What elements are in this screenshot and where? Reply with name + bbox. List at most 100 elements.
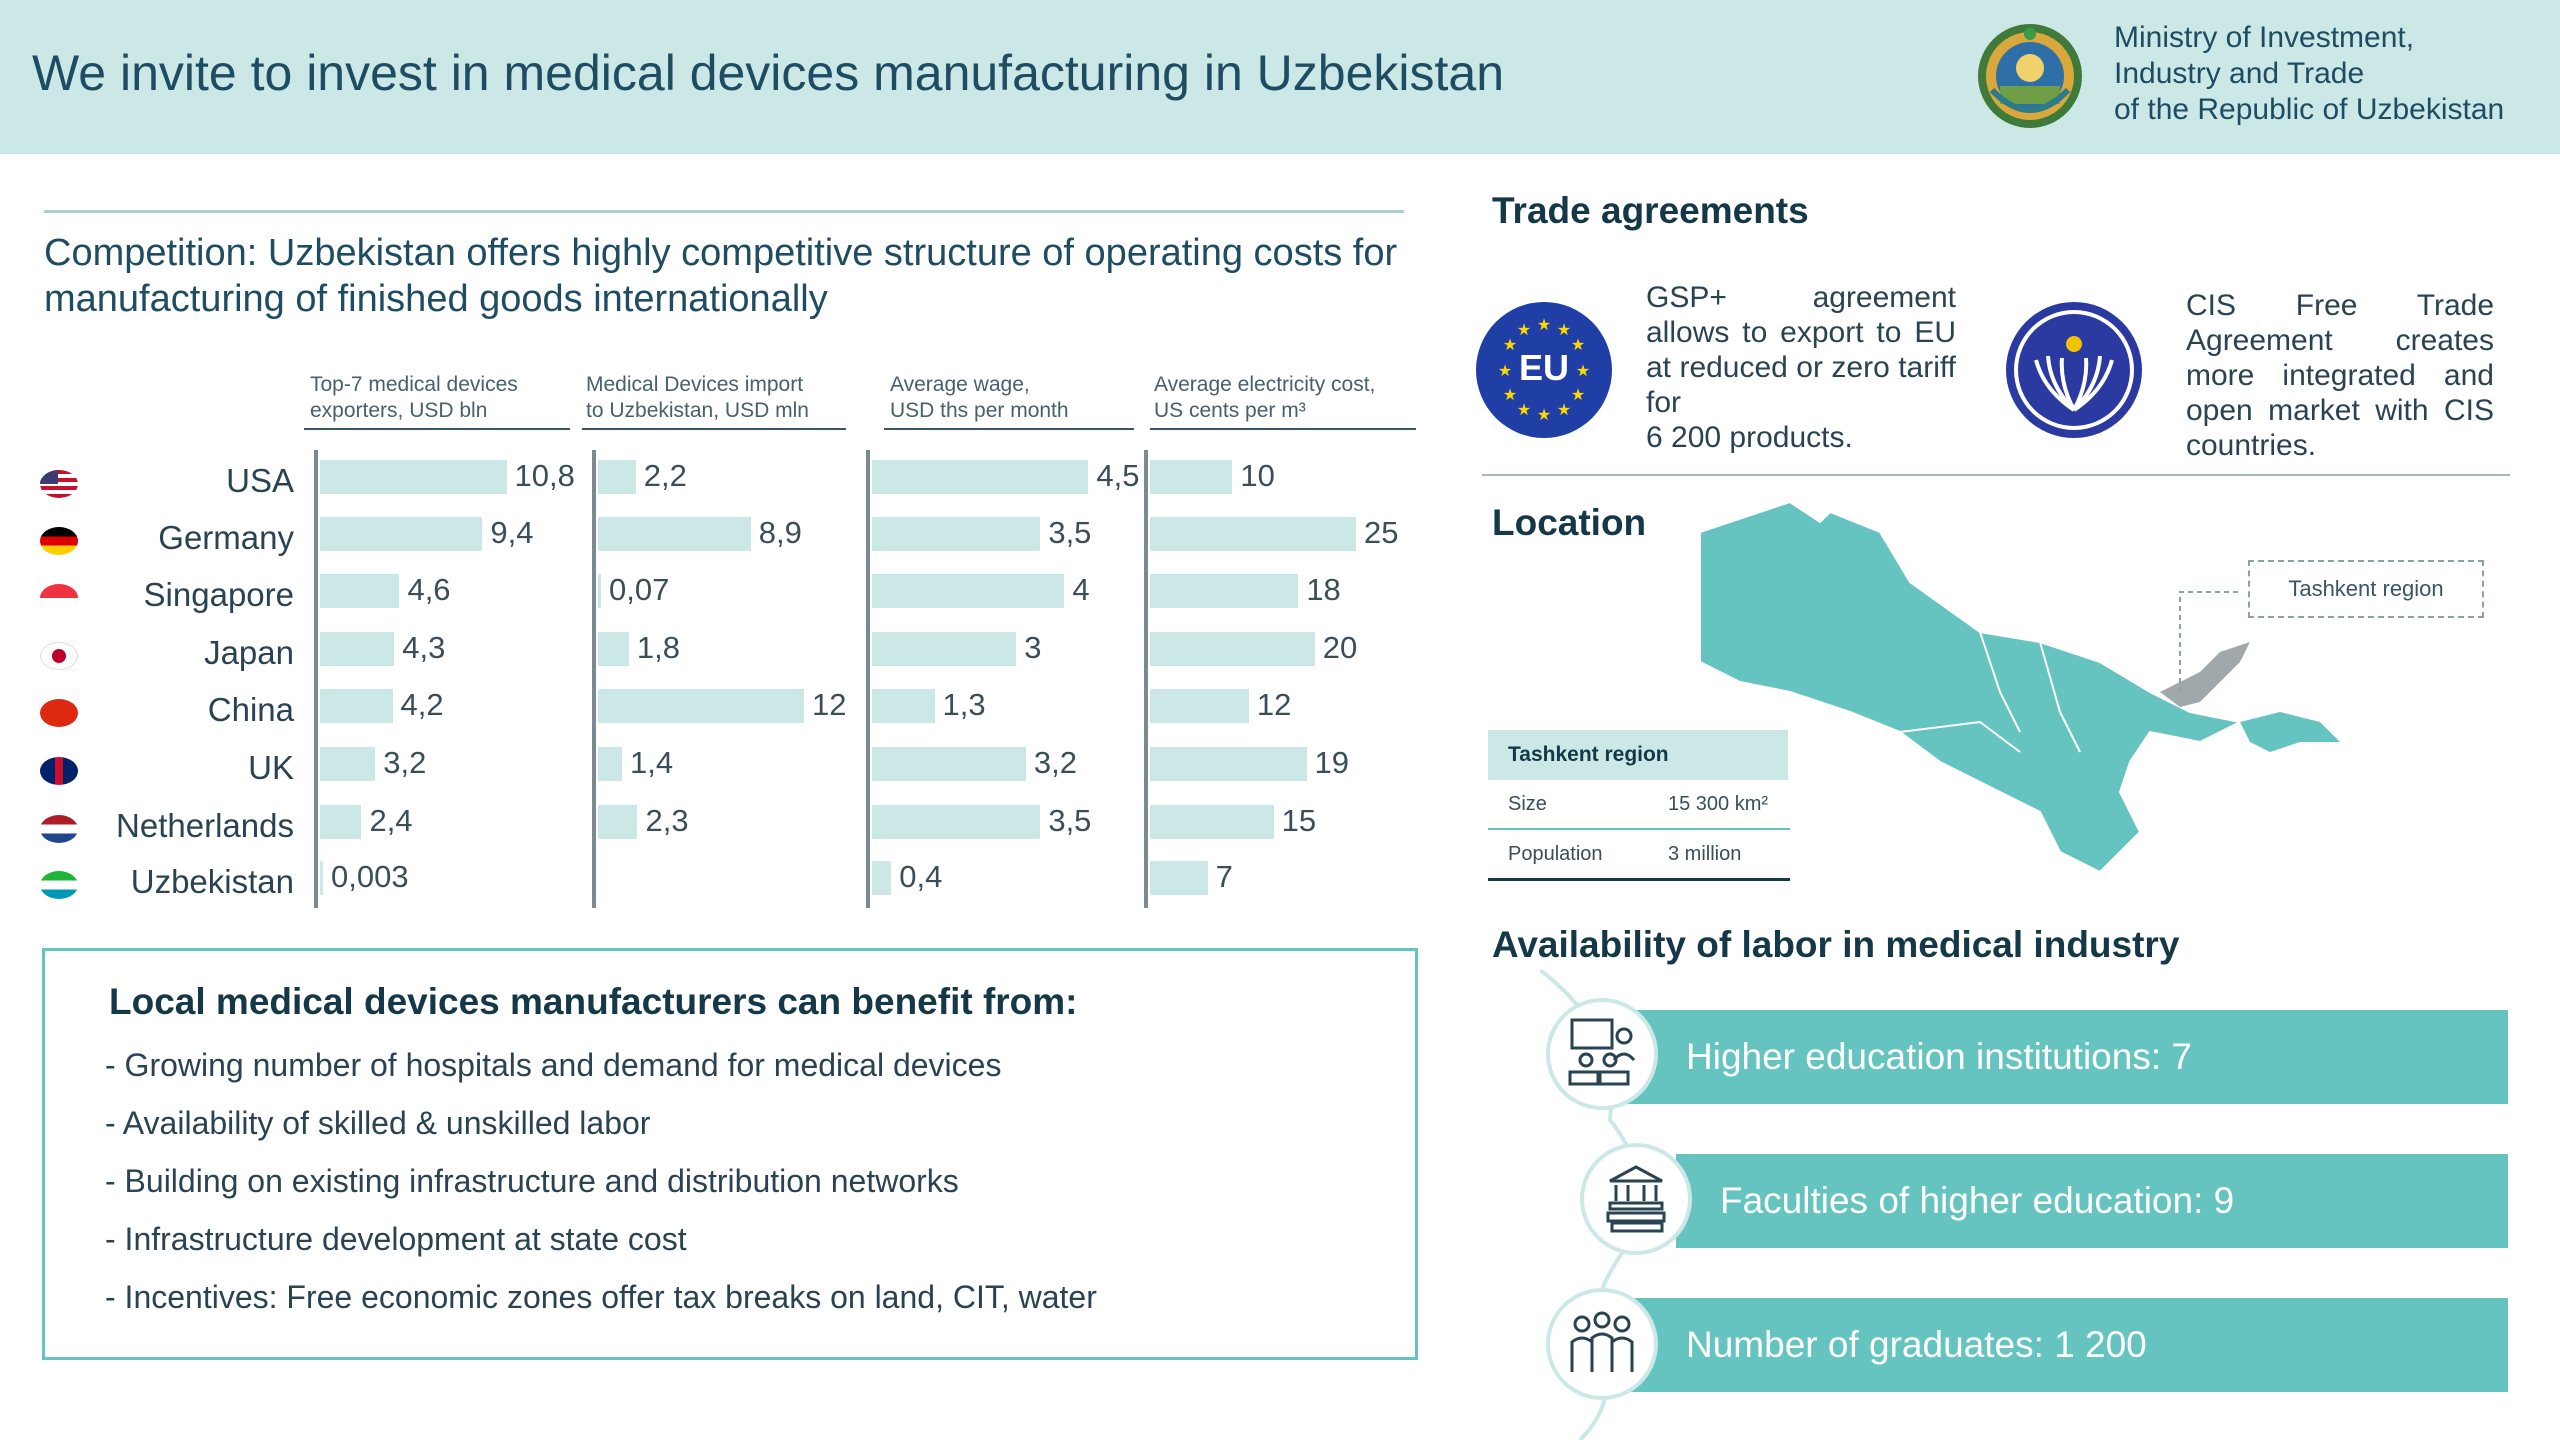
flag-icon [40,584,78,612]
bar [872,861,892,895]
bar [598,689,804,723]
country-label: USA [226,462,294,499]
svg-text:★: ★ [1557,400,1571,419]
bar [598,460,636,494]
svg-text:★: ★ [1571,385,1585,404]
bar [320,861,323,895]
benefit-item: - Availability of skilled & unskilled la… [105,1105,651,1141]
bar-value-label: 4,6 [407,572,451,607]
labor-item: Faculties of higher education: 9 [1676,1154,2508,1248]
university-books-icon [1580,1143,1692,1255]
bar-value-label: 10 [1240,458,1275,493]
bar-value-label: 12 [1256,687,1292,722]
column-rule [304,428,570,430]
svg-text:★: ★ [1517,400,1531,419]
location-row: Size 15 300 km² [1488,780,1790,830]
divider [1482,474,2510,476]
svg-text:★: ★ [1503,385,1517,404]
flag-icon [40,699,78,727]
cis-emblem-icon [2006,302,2142,438]
bar-value-label: 3,5 [1048,515,1092,550]
bar [320,632,395,666]
labor-title: Availability of labor in medical industr… [1492,924,2180,965]
flag-icon [40,470,78,498]
bar-value-label: 0,4 [899,859,943,894]
graduates-icon [1546,1288,1658,1400]
location-row: Population 3 million [1488,830,1790,881]
column-header: Medical Devices import to Uzbekistan, US… [586,372,836,424]
bar-value-label: 8,9 [758,515,802,550]
bar [320,517,483,551]
bar [872,517,1041,551]
labor-item: Higher education institutions: 7 [1620,1010,2508,1104]
benefit-item: - Growing number of hospitals and demand… [105,1047,1002,1083]
location-row-key: Size [1508,793,1547,815]
location-row-value: 15 300 km² [1668,793,1769,815]
bar-value-label: 4,2 [400,687,444,722]
svg-text:★: ★ [1557,320,1571,339]
location-table-title: Tashkent region [1488,730,1788,780]
benefit-item: - Building on existing infrastructure an… [105,1163,959,1199]
bar [598,574,601,608]
bar [598,805,638,839]
bar-value-label: 18 [1306,572,1341,607]
flag-icon [40,527,78,555]
bar-value-label: 4 [1072,572,1090,607]
classroom-icon [1546,998,1658,1110]
bar-value-label: 12 [812,687,847,722]
column-header-line: USD ths per month [890,399,1069,422]
column-rule [884,428,1134,430]
location-title: Location [1492,502,1647,543]
ministry-line: Ministry of Investment, [2114,21,2415,54]
bar-value-label: 19 [1314,745,1350,780]
ministry-line: of the Republic of Uzbekistan [2114,93,2505,126]
country-label: Netherlands [116,807,294,844]
bar [1150,861,1208,895]
bar-value-label: 3,2 [383,745,427,780]
column-rule [582,428,846,430]
competition-title: Competition: Uzbekistan offers highly co… [44,232,1398,320]
country-label: Uzbekistan [130,863,294,900]
eu-flag-icon: ★ ★ ★ ★ ★ ★ ★ ★ ★ ★ ★ ★ EU [1474,300,1614,440]
location-row-value: 3 million [1668,843,1742,865]
benefits-box: Local medical devices manufacturers can … [42,948,1418,1360]
flag-icon [40,642,78,670]
bar-value-label: 0,003 [331,859,409,894]
bar-value-label: 25 [1364,515,1399,550]
bar-value-label: 15 [1281,803,1317,838]
labor-item-text: Higher education institutions: 7 [1686,1036,2192,1077]
gsp-agreement-text: GSP+ agreement allows to export to EU at… [1646,280,1956,455]
svg-text:★: ★ [1503,335,1517,354]
bar-value-label: 2,4 [369,803,413,838]
country-label: China [207,691,294,728]
column-header-line: Medical Devices import [586,373,804,396]
bar [872,632,1017,666]
bar-value-label: 1,4 [630,745,674,780]
bar [872,805,1041,839]
labor-item-text: Number of graduates: 1 200 [1686,1324,2147,1365]
svg-text:★: ★ [1571,335,1585,354]
bar [872,689,935,723]
bar-value-label: 0,07 [609,572,670,607]
trade-agreements-title: Trade agreements [1492,190,1809,231]
column-header-line: exporters, USD bln [310,399,488,422]
bar [872,574,1065,608]
uzbekistan-emblem-icon [1978,24,2082,128]
country-label: Singapore [143,576,294,613]
svg-text:★: ★ [1498,361,1512,380]
labor-item-text: Faculties of higher education: 9 [1720,1180,2235,1221]
svg-text:★: ★ [1537,315,1551,334]
divider [44,210,1404,213]
flag-icon [40,757,78,785]
svg-text:★: ★ [1576,361,1590,380]
bar [1150,747,1307,781]
bar [598,517,751,551]
bar-value-label: 3,5 [1048,803,1092,838]
column-header-line: Average electricity cost, [1154,373,1376,396]
ministry-line: Industry and Trade [2114,57,2365,90]
bar-value-label: 3,2 [1033,745,1077,780]
bar [1150,805,1274,839]
flag-icon [40,815,78,843]
bar-value-label: 2,2 [643,458,687,493]
bar [1150,517,1356,551]
